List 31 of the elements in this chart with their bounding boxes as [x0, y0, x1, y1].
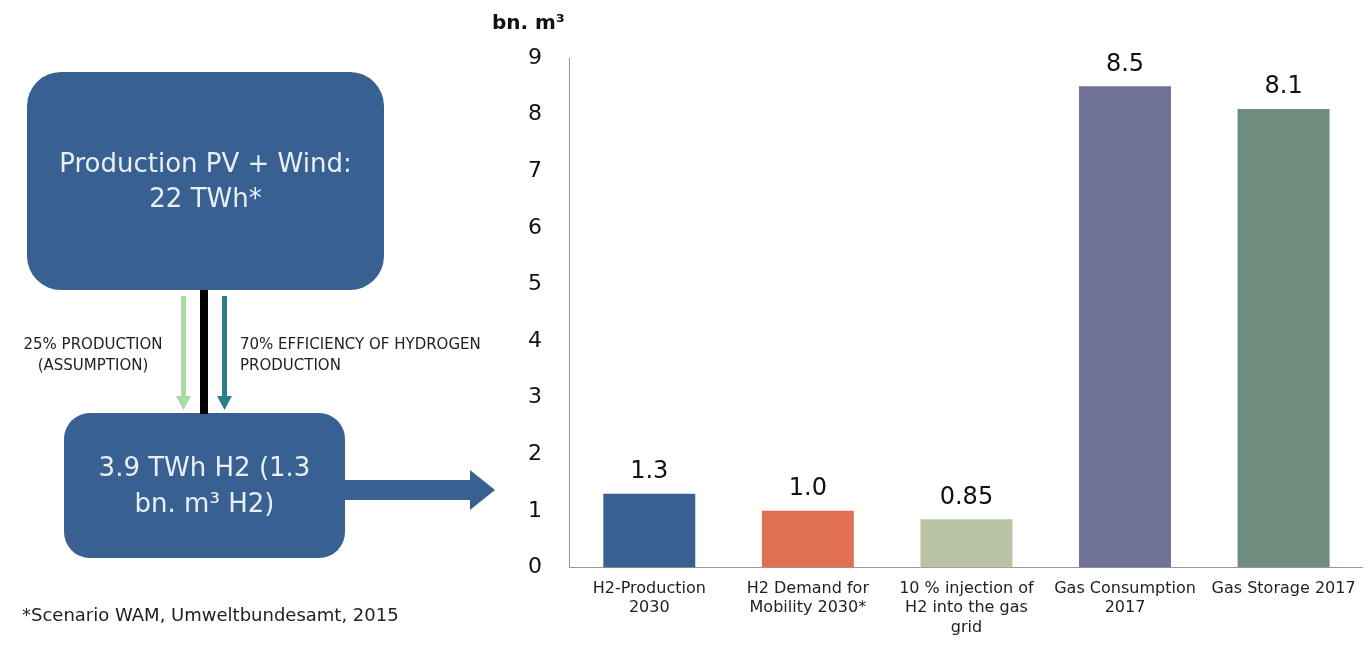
data-label: 8.1	[1264, 71, 1303, 100]
data-label: 8.5	[1105, 48, 1145, 77]
x-tick-label: H2-Production 2030	[592, 578, 706, 617]
x-tick-label: Gas Consumption 2017	[1054, 578, 1196, 617]
data-label: 1.3	[630, 456, 669, 485]
data-label: 0.85	[939, 481, 994, 510]
bar	[761, 510, 854, 568]
y-tick-label: 5	[528, 270, 542, 296]
text: 25% PRODUCTION (ASSUMPTION)	[22, 334, 164, 376]
data-label: 1.0	[788, 473, 827, 502]
y-tick-label: 8	[528, 100, 542, 126]
y-tick-label: 3	[528, 383, 542, 409]
text: 3.9 TWh H2 (1.3 bn. m³ H2)	[64, 413, 345, 558]
bar	[920, 519, 1013, 568]
y-tick-label: 2	[528, 439, 542, 465]
bar	[1079, 86, 1171, 568]
bar	[1237, 108, 1330, 568]
y-tick-label: 9	[528, 43, 542, 69]
y-tick-label: 7	[528, 156, 542, 182]
text: *Scenario WAM, Umweltbundesamt, 2015	[22, 603, 399, 627]
y-tick-label: 1	[528, 496, 542, 522]
y-tick-label: 4	[528, 326, 542, 352]
y-axis-title: bn. m³	[492, 10, 565, 34]
y-tick-label: 6	[528, 213, 542, 239]
bar	[603, 493, 696, 568]
text: Production PV + Wind: 22 TWh*	[27, 72, 384, 290]
x-tick-label: Gas Storage 2017	[1211, 578, 1356, 598]
text: 70% EFFICIENCY OF HYDROGEN PRODUCTION	[240, 334, 482, 376]
x-tick-label: 10 % injection of H2 into the gas grid	[899, 578, 1035, 636]
y-tick-label: 0	[528, 553, 542, 579]
x-tick-label: H2 Demand for Mobility 2030*	[746, 578, 870, 617]
